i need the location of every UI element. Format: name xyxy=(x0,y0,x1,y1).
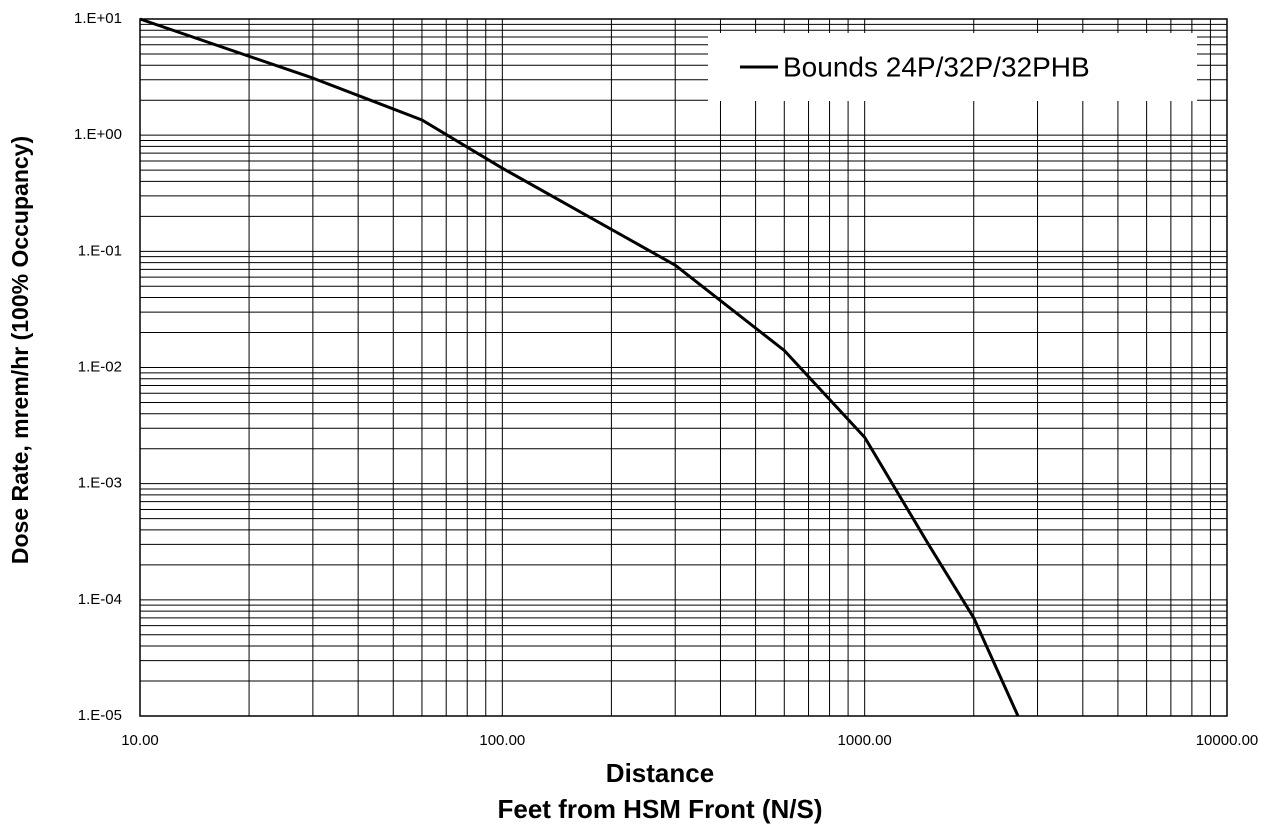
y-tick-label: 1.E+00 xyxy=(74,126,122,143)
data-line xyxy=(139,17,1020,717)
y-tick-label: 1.E-04 xyxy=(78,591,122,608)
y-tick-label: 1.E-05 xyxy=(78,707,122,724)
x-axis-label: Distance xyxy=(606,758,714,788)
y-tick-label: 1.E-01 xyxy=(78,242,122,259)
x-tick-label: 10000.00 xyxy=(1196,732,1259,749)
y-tick-label: 1.E+01 xyxy=(74,10,122,27)
x-axis-label: Feet from HSM Front (N/S) xyxy=(498,794,823,824)
legend-label: Bounds 24P/32P/32PHB xyxy=(783,51,1090,82)
x-tick-label: 10.00 xyxy=(121,732,159,749)
y-tick-label: 1.E-03 xyxy=(78,475,122,492)
grid xyxy=(139,18,1228,717)
x-tick-label: 100.00 xyxy=(479,732,525,749)
legend xyxy=(708,33,1197,101)
plot-frame xyxy=(139,18,1228,717)
x-tick-label: 1000.00 xyxy=(838,732,892,749)
y-axis-label: Dose Rate, mrem/hr (100% Occupancy) xyxy=(7,136,33,564)
y-tick-label: 1.E-02 xyxy=(78,358,122,375)
